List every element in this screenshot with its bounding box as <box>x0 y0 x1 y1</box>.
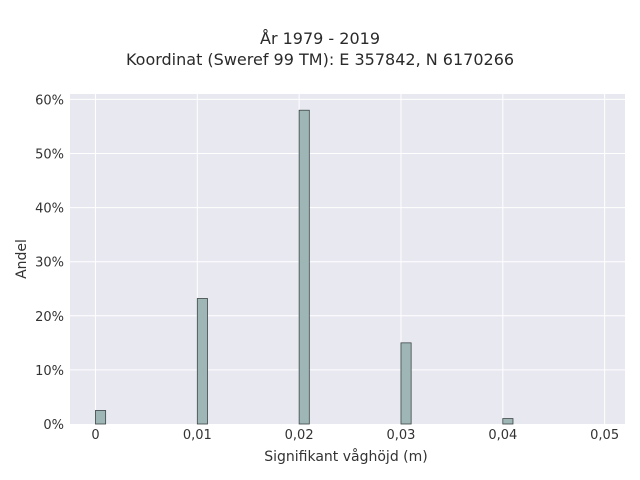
histogram-bar <box>298 109 310 425</box>
plot-area <box>70 94 625 424</box>
y-axis-label: Andel <box>14 239 30 279</box>
x-tick-label: 0 <box>91 428 99 443</box>
x-tick-label: 0,04 <box>488 428 517 443</box>
x-tick-label: 0,02 <box>285 428 314 443</box>
y-tick-label: 10% <box>35 364 64 379</box>
x-tick-label: 0,01 <box>183 428 212 443</box>
x-tick-label: 0,05 <box>590 428 619 443</box>
chart-title-line-1: År 1979 - 2019 <box>260 29 380 48</box>
bars <box>95 109 514 425</box>
y-tick-label: 0% <box>43 418 64 433</box>
y-tick-label: 50% <box>35 148 64 163</box>
histogram-bar <box>95 410 107 425</box>
histogram-bar <box>502 418 514 425</box>
histogram-bar <box>196 298 208 425</box>
y-tick-label: 30% <box>35 256 64 271</box>
x-axis-ticks: 0 0,01 0,02 0,03 0,04 0,05 <box>91 428 619 443</box>
x-axis-label: Signifikant våghöjd (m) <box>264 448 427 465</box>
y-tick-label: 20% <box>35 310 64 325</box>
x-tick-label: 0,03 <box>386 428 415 443</box>
histogram-bar <box>400 342 412 425</box>
chart-title-line-2: Koordinat (Sweref 99 TM): E 357842, N 61… <box>125 50 515 69</box>
y-tick-label: 60% <box>35 93 64 108</box>
y-axis-ticks: 0% 10% 20% 30% 40% 50% 60% <box>35 93 64 433</box>
y-tick-label: 40% <box>35 202 64 217</box>
